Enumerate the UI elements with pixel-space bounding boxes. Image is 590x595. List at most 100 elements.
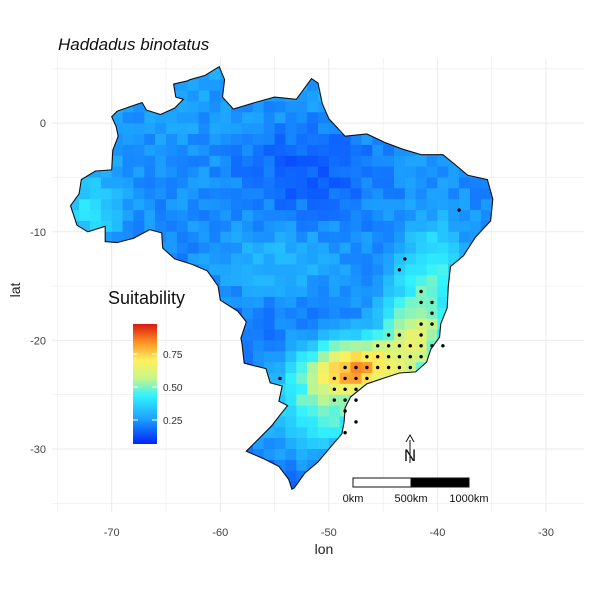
raster-cell bbox=[361, 253, 373, 265]
raster-cell bbox=[198, 144, 210, 157]
raster-cell bbox=[285, 275, 297, 287]
raster-cell bbox=[426, 231, 438, 244]
raster-cell bbox=[307, 383, 319, 396]
raster-cell bbox=[361, 286, 373, 298]
occurrence-point bbox=[386, 333, 391, 337]
raster-cell bbox=[252, 275, 265, 287]
raster-cell bbox=[404, 220, 417, 233]
raster-cell bbox=[339, 296, 351, 309]
occurrence-point bbox=[457, 208, 461, 212]
raster-cell bbox=[307, 438, 319, 450]
raster-cell bbox=[242, 155, 254, 168]
raster-cell bbox=[263, 296, 275, 309]
raster-cell bbox=[459, 177, 471, 189]
raster-cell bbox=[242, 253, 254, 265]
raster-cell bbox=[231, 134, 243, 146]
raster-cell bbox=[361, 155, 373, 168]
raster-cell bbox=[166, 123, 178, 135]
raster-cell bbox=[328, 199, 341, 211]
raster-cell bbox=[111, 123, 123, 135]
raster-cell bbox=[448, 210, 460, 222]
raster-cell bbox=[437, 199, 449, 211]
raster-cell bbox=[296, 383, 308, 396]
raster-cell bbox=[274, 231, 286, 244]
raster-cell bbox=[187, 231, 199, 244]
raster-cell bbox=[318, 177, 330, 189]
raster-cell bbox=[122, 144, 134, 157]
raster-cell bbox=[372, 155, 384, 168]
raster-cell bbox=[231, 264, 243, 276]
raster-cell bbox=[209, 231, 221, 244]
raster-cell bbox=[242, 210, 254, 222]
raster-cell bbox=[144, 155, 156, 168]
raster-cell bbox=[285, 144, 297, 157]
raster-cell bbox=[404, 296, 417, 309]
raster-cell bbox=[318, 242, 330, 254]
raster-cell bbox=[198, 166, 210, 178]
raster-cell bbox=[296, 177, 308, 189]
raster-cell bbox=[209, 144, 221, 157]
raster-cell bbox=[209, 68, 221, 81]
raster-cell bbox=[155, 134, 167, 146]
raster-cell bbox=[296, 416, 308, 428]
raster-cell bbox=[328, 405, 341, 417]
raster-cell bbox=[318, 373, 330, 385]
raster-cell bbox=[318, 231, 330, 244]
raster-cell bbox=[307, 112, 319, 124]
raster-cell bbox=[394, 242, 406, 254]
raster-cell bbox=[328, 340, 341, 352]
raster-cell bbox=[198, 231, 210, 244]
raster-cell bbox=[187, 79, 199, 91]
raster-cell bbox=[242, 220, 254, 233]
raster-cell bbox=[111, 231, 123, 244]
raster-cell bbox=[361, 318, 373, 330]
raster-cell bbox=[394, 144, 406, 157]
raster-cell bbox=[209, 275, 221, 287]
raster-cell bbox=[252, 210, 265, 222]
raster-cell bbox=[111, 199, 123, 211]
raster-cell bbox=[263, 177, 275, 189]
raster-cell bbox=[361, 264, 373, 276]
raster-cell bbox=[252, 134, 265, 146]
raster-cell bbox=[274, 394, 286, 406]
raster-cell bbox=[242, 199, 254, 211]
raster-cell bbox=[318, 253, 330, 265]
raster-cell bbox=[263, 362, 275, 374]
raster-cell bbox=[307, 199, 319, 211]
raster-cell bbox=[252, 144, 265, 157]
raster-cell bbox=[350, 318, 362, 330]
raster-cell bbox=[328, 177, 341, 189]
raster-cell bbox=[133, 177, 145, 189]
raster-cell bbox=[242, 101, 254, 113]
raster-cell bbox=[252, 231, 265, 244]
raster-cell bbox=[274, 155, 286, 168]
raster-cell bbox=[198, 79, 210, 91]
raster-cell bbox=[296, 438, 308, 450]
raster-cell bbox=[274, 242, 286, 254]
raster-cell bbox=[220, 264, 232, 276]
raster-cell bbox=[415, 166, 427, 178]
raster-cell bbox=[122, 177, 134, 189]
raster-cell bbox=[437, 220, 449, 233]
raster-cell bbox=[70, 199, 80, 211]
raster-cell bbox=[231, 275, 243, 287]
y-tick-label: -30 bbox=[30, 444, 46, 456]
raster-cell bbox=[415, 177, 427, 189]
raster-cell bbox=[318, 134, 330, 146]
raster-cell bbox=[296, 373, 308, 385]
occurrence-point bbox=[430, 322, 434, 326]
raster-cell bbox=[296, 101, 308, 113]
occurrence-point bbox=[419, 344, 423, 348]
raster-cell bbox=[242, 264, 254, 276]
occurrence-point bbox=[365, 365, 369, 370]
raster-cell bbox=[242, 351, 254, 363]
occurrence-point bbox=[376, 355, 380, 359]
raster-cell bbox=[383, 155, 395, 168]
raster-cell bbox=[426, 220, 438, 233]
raster-cell bbox=[318, 351, 330, 363]
raster-cell bbox=[122, 220, 134, 233]
raster-cell bbox=[176, 123, 189, 135]
raster-cell bbox=[100, 199, 113, 211]
raster-cell bbox=[415, 220, 427, 233]
raster-cell bbox=[480, 188, 493, 200]
